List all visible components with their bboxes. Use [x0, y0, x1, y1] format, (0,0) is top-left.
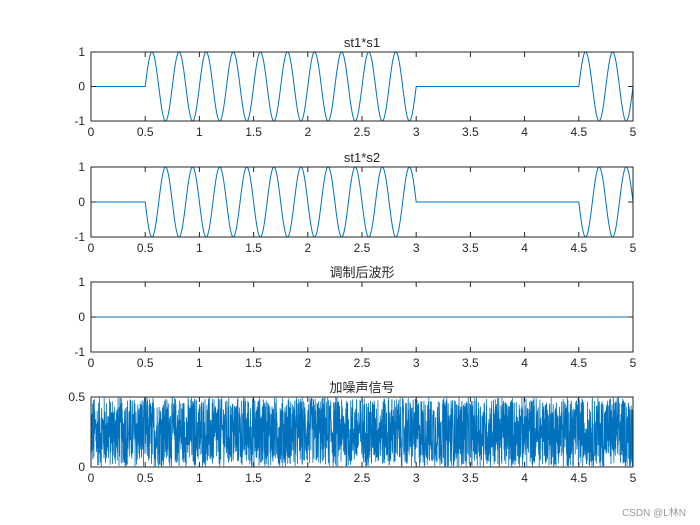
x-tick-label: 0.5	[137, 356, 154, 370]
x-tick-label: 2.5	[354, 241, 371, 255]
x-tick-label: 4.5	[570, 241, 587, 255]
x-tick-label: 3	[413, 471, 420, 485]
x-tick-label: 0	[88, 241, 95, 255]
x-tick-label: 2	[304, 471, 311, 485]
x-tick-label: 2	[304, 241, 311, 255]
x-tick-label: 4	[521, 125, 528, 139]
y-tick-label: 1	[78, 160, 85, 174]
x-tick-label: 4	[521, 241, 528, 255]
x-tick-label: 3	[413, 356, 420, 370]
x-tick-label: 2	[304, 356, 311, 370]
x-tick-label: 5	[630, 125, 637, 139]
y-tick-label: 0	[78, 460, 85, 474]
x-tick-label: 1.5	[245, 125, 262, 139]
x-tick-label: 1.5	[245, 471, 262, 485]
x-tick-label: 5	[630, 356, 637, 370]
x-tick-label: 5	[630, 241, 637, 255]
y-tick-label: 0	[78, 310, 85, 324]
data-line	[91, 51, 634, 122]
data-line	[90, 396, 634, 467]
x-tick-label: 0	[88, 356, 95, 370]
x-tick-label: 4.5	[570, 125, 587, 139]
subplot-title: st1*s2	[344, 150, 380, 165]
x-tick-label: 2.5	[354, 125, 371, 139]
x-tick-label: 0.5	[137, 241, 154, 255]
x-tick-label: 2.5	[354, 471, 371, 485]
x-tick-label: 0	[88, 125, 95, 139]
x-tick-label: 1.5	[245, 241, 262, 255]
x-tick-label: 3.5	[462, 241, 479, 255]
x-tick-label: 1	[196, 241, 203, 255]
subplot-title: st1*s1	[344, 35, 380, 50]
data-line	[91, 166, 634, 238]
x-tick-label: 1	[196, 471, 203, 485]
y-tick-label: -1	[74, 230, 85, 244]
subplot-title: 加噪声信号	[329, 380, 394, 395]
watermark: CSDN @L林N	[621, 508, 686, 519]
y-tick-label: 1	[78, 275, 85, 289]
y-tick-label: -1	[74, 114, 85, 128]
x-tick-label: 0.5	[137, 471, 154, 485]
x-tick-label: 2	[304, 125, 311, 139]
x-tick-label: 3	[413, 241, 420, 255]
y-tick-label: 0	[78, 195, 85, 209]
subplot-4: 0 0.5 1 1.5 2 2.5 3 3.5 4 4.5 5 0 0.5 加噪声信号	[68, 380, 636, 485]
y-tick-label: 1	[78, 45, 85, 59]
x-tick-label: 2.5	[354, 356, 371, 370]
x-tick-label: 0	[88, 471, 95, 485]
y-tick-label: -1	[74, 345, 85, 359]
subplot-title: 调制后波形	[329, 265, 394, 280]
x-tick-label: 1	[196, 356, 203, 370]
x-tick-label: 0.5	[137, 125, 154, 139]
x-tick-label: 5	[630, 471, 637, 485]
x-tick-label: 4	[521, 471, 528, 485]
x-tick-label: 4.5	[570, 356, 587, 370]
x-tick-label: 3.5	[462, 356, 479, 370]
x-tick-label: 3.5	[462, 125, 479, 139]
x-tick-label: 1.5	[245, 356, 262, 370]
x-tick-label: 1	[196, 125, 203, 139]
y-tick-label: 0	[78, 80, 85, 94]
x-tick-label: 3	[413, 125, 420, 139]
x-tick-label: 4	[521, 356, 528, 370]
x-tick-label: 3.5	[462, 471, 479, 485]
x-tick-label: 4.5	[570, 471, 587, 485]
y-tick-label: 0.5	[68, 390, 85, 404]
